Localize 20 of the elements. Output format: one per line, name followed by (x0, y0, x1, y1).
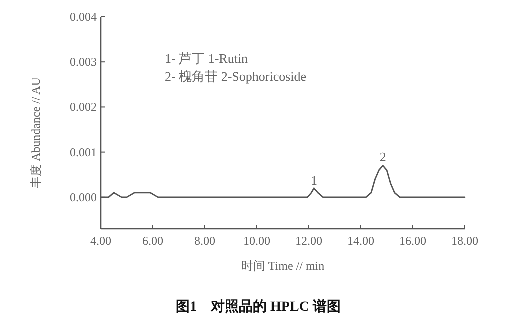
x-tick-label: 18.00 (452, 234, 478, 248)
y-tick-label: 0.002 (70, 100, 97, 114)
annotation: 2 (380, 149, 386, 164)
x-tick-label: 8.00 (194, 234, 216, 248)
annotation: 1- 芦丁 1-Rutin (165, 51, 249, 66)
text: 图1 对照品的 HPLC 谱图 (176, 298, 341, 315)
annotation: 1 (310, 173, 318, 188)
x-tick-label: 6.00 (142, 234, 164, 248)
x-tick-label: 16.00 (400, 234, 426, 248)
x-tick-label: 14.00 (348, 234, 374, 248)
x-axis-title: 时间 Time // min (241, 259, 325, 273)
y-tick-label: 0.003 (70, 55, 97, 70)
y-tick-label: 0.000 (70, 190, 97, 204)
y-tick-label: 0.004 (70, 10, 97, 24)
x-tick-label: 12.00 (296, 234, 322, 248)
annotation: 2- 槐角苷 2-Sophoricoside (165, 69, 307, 84)
y-axis-title: 丰度 Abundance // AU (29, 77, 43, 188)
x-tick-label: 10.00 (244, 234, 270, 248)
x-tick-label: 4.00 (90, 234, 112, 248)
y-tick-label: 0.001 (70, 145, 97, 160)
